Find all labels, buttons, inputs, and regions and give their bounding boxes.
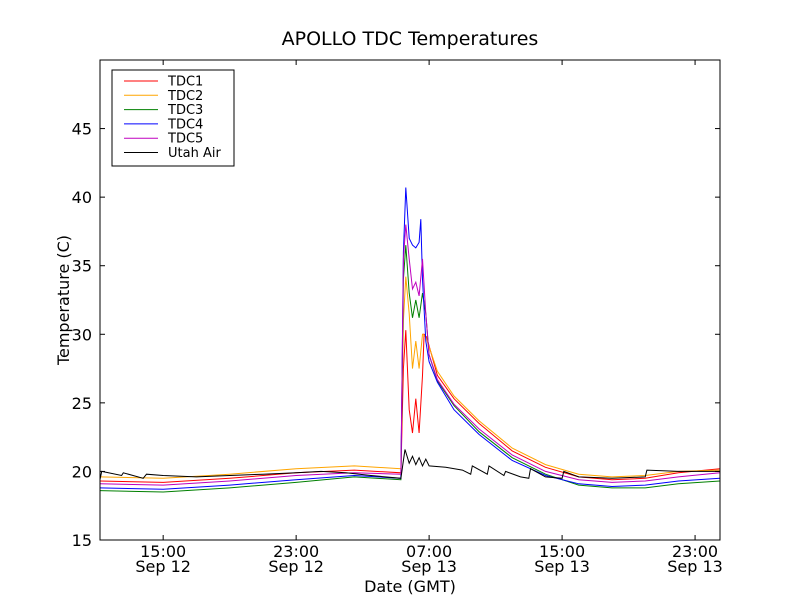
x-tick-label-time: 23:00: [273, 542, 319, 561]
plot-lines: [99, 187, 721, 493]
series-line-tdc1: [99, 330, 721, 483]
series-line-tdc3: [99, 245, 721, 493]
chart-title: APOLLO TDC Temperatures: [282, 28, 539, 50]
series-line-tdc4: [99, 187, 721, 490]
x-tick-label-time: 23:00: [672, 542, 718, 561]
y-tick-label: 20: [72, 462, 92, 481]
series-line-tdc2: [99, 276, 721, 479]
x-tick-label-time: 15:00: [140, 542, 186, 561]
series-line-tdc5: [99, 224, 721, 486]
x-tick-label-time: 07:00: [406, 542, 452, 561]
y-tick-label: 35: [72, 257, 92, 276]
y-tick-label: 15: [72, 531, 92, 550]
x-tick-label-date: Sep 13: [401, 557, 457, 576]
legend-label-tdc5: TDC5: [167, 132, 203, 147]
x-tick-label-date: Sep 12: [268, 557, 324, 576]
y-axis-label: Temperature (C): [54, 235, 73, 366]
y-tick-label: 45: [72, 120, 92, 139]
y-tick-label: 25: [72, 394, 92, 413]
x-tick-label-time: 15:00: [539, 542, 585, 561]
series-line-utah-air: [99, 449, 720, 480]
legend-label-utah-air: Utah Air: [168, 146, 221, 161]
legend-label-tdc3: TDC3: [167, 103, 203, 118]
x-tick-label-date: Sep 12: [135, 557, 191, 576]
legend-label-tdc1: TDC1: [167, 75, 203, 90]
x-tick-label-date: Sep 13: [534, 557, 590, 576]
y-tick-label: 40: [72, 188, 92, 207]
x-axis-label: Date (GMT): [364, 577, 456, 596]
y-tick-label: 30: [72, 325, 92, 344]
legend-box: [111, 69, 235, 167]
legend-label-tdc2: TDC2: [167, 89, 203, 104]
legend-label-tdc4: TDC4: [167, 117, 203, 132]
x-tick-label-date: Sep 13: [667, 557, 723, 576]
plot-frame: [99, 59, 721, 541]
